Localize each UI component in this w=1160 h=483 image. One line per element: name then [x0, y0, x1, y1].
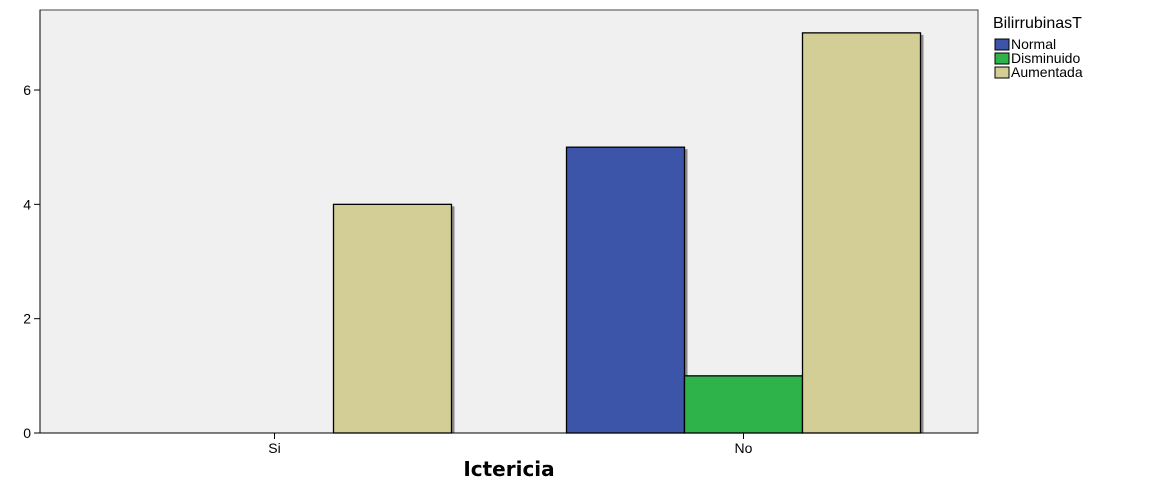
x-tick-label: Si: [268, 440, 280, 456]
y-tick-label: 0: [23, 425, 31, 441]
legend-swatch-disminuido: [994, 52, 1010, 65]
x-tick-label: No: [735, 440, 753, 456]
bar-aumentada-no: [801, 32, 922, 434]
x-axis-title: Ictericia: [463, 457, 554, 481]
legend-label-normal: Normal: [1011, 36, 1056, 52]
y-tick-label: 2: [23, 311, 31, 327]
y-axis: 0 2 4 6: [23, 10, 41, 441]
y-tick-label: 6: [23, 82, 31, 98]
y-tick-label: 4: [23, 196, 31, 212]
bar-aumentada-si: [332, 203, 453, 434]
legend-label-aumentada: Aumentada: [1011, 64, 1083, 80]
legend-title: BilirrubinasT: [993, 15, 1082, 32]
legend-swatch-normal: [994, 38, 1010, 51]
x-axis: Si No: [40, 432, 978, 456]
legend-label-disminuido: Disminuido: [1011, 50, 1080, 66]
bar-normal-no: [565, 146, 686, 434]
legend-swatch-aumentada: [994, 66, 1010, 79]
bar-disminuido-no: [683, 375, 804, 434]
bars-group: [332, 32, 924, 434]
